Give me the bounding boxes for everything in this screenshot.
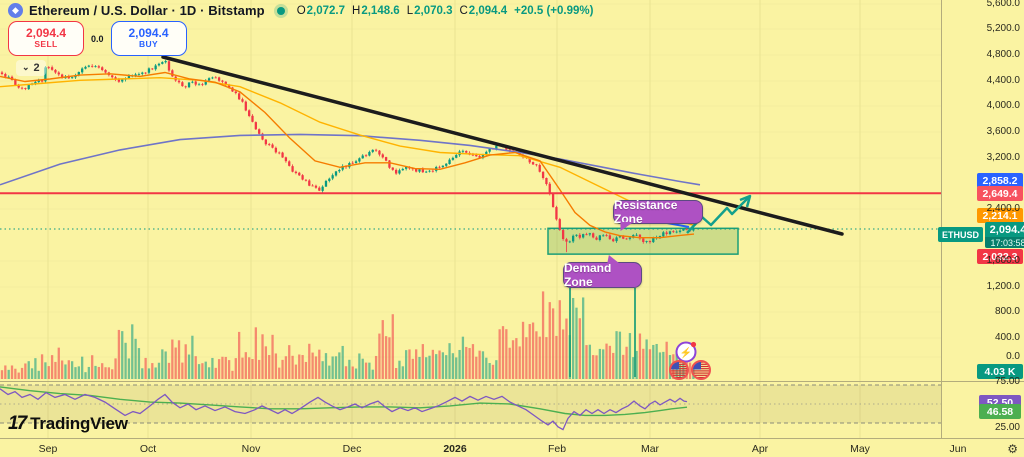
buy-button[interactable]: 2,094.4 BUY [110,21,187,56]
price-label-low: 2,032.3 [977,249,1023,264]
open-label: O [296,4,306,17]
rsi-line [0,388,688,431]
time-tick-label: May [850,443,870,455]
demand-zone-text: Demand Zone [564,261,612,289]
price-tick-label: 4,800.0 [986,49,1020,60]
time-tick-label: Feb [547,443,567,455]
symbol-title[interactable]: Ethereum / U.S. Dollar · 1D · Bitstamp [29,3,265,18]
price-tick-label: 2,400.0 [986,203,1020,214]
high-label: H [352,4,361,17]
price-scale[interactable]: 2,858.2 2,649.4 2,214.1 ETHUSD 2,094.4 1… [938,0,1024,438]
buy-label: BUY [138,39,159,50]
resistance-zone-label[interactable]: Resistance Zone [613,198,703,231]
bar-countdown: 17:03:58 [985,237,1024,248]
volume-value-label: 4.03 K [977,364,1023,379]
indicators-collapse-chip[interactable]: ⌄ 2 [16,60,46,76]
ma-long-line [0,133,701,186]
resistance-zone-text: Resistance Zone [614,198,678,226]
price-pane [0,59,739,379]
price-tick-label: 5,600.0 [986,0,1020,9]
time-tick-label: Jun [949,443,967,455]
gear-icon[interactable]: ⚙ [1007,442,1018,456]
candles [0,59,695,253]
chart-header: ◆ Ethereum / U.S. Dollar · 1D · Bitstamp… [8,3,593,18]
tradingview-mark-icon: 17 [8,413,27,434]
price-label-mid: 2,214.1 [977,208,1023,223]
close-label: C [459,4,468,17]
ma-slow-line [0,76,695,227]
price-tick-label: 5,200.0 [986,23,1020,34]
sell-button[interactable]: 2,094.4 SELL [8,21,84,56]
ma-fast-line [0,71,695,239]
price-tick-label: 1,600.0 [986,255,1020,266]
time-axis[interactable]: ⚙ Sep Oct Nov Dec 2026 Feb Mar Apr May Jun [0,438,1024,457]
sell-label: SELL [34,39,58,50]
price-tick-label: 75.00 [994,376,1020,387]
rsi-ma-value-label: 46.58 [979,404,1021,419]
ohlc-values: O2,072.7 H2,148.6 L2,070.3 C2,094.4 +20.… [297,5,594,17]
time-tick-label: 2026 [443,443,467,455]
change-value: +20.5 (+0.99%) [514,4,594,17]
open-value: 2,072.7 [306,4,346,17]
last-price-value: 2,094.4 [985,222,1024,237]
demand-zone-label[interactable]: Demand Zone [563,255,642,289]
price-label-high: 2,858.2 [977,173,1023,188]
price-tick-label: 3,600.0 [986,126,1020,137]
stickers: ⚡ [669,341,711,380]
flag-emoji-icon [669,360,689,380]
trade-panel: 2,094.4 SELL 0.0 2,094.4 BUY [8,21,187,56]
low-label: L [406,4,414,17]
time-tick-label: Apr [751,443,769,455]
price-tick-label: 0.0 [1006,351,1020,362]
ethereum-icon: ◆ [8,3,23,18]
bubble-tail [604,255,621,264]
chevron-down-icon: ⌄ [22,61,30,72]
sell-price: 2,094.4 [25,26,67,41]
arrow-head-icon [739,194,752,208]
high-value: 2,148.6 [361,4,400,17]
time-tick-label: Oct [139,443,157,455]
boost-icon: ⚡ [675,341,697,363]
time-tick-label: Dec [342,443,362,455]
market-status-icon[interactable] [276,6,285,15]
price-tick-label: 4,400.0 [986,75,1020,86]
symbol-chip: ETHUSD [938,227,984,242]
volume-bars [0,291,695,379]
price-tick-label: 3,200.0 [986,152,1020,163]
price-tick-label: 400.0 [994,332,1020,343]
price-tick-label: 1,200.0 [986,281,1020,292]
low-value: 2,070.3 [414,4,453,17]
svg-text:⚡: ⚡ [680,346,692,359]
rsi-ma-line [0,386,688,417]
time-tick-label: Mar [640,443,660,455]
indicators-count: 2 [33,62,40,74]
spread-value: 0.0 [91,33,104,44]
close-value: 2,094.4 [468,4,508,17]
price-tick-label: 25.00 [994,422,1020,433]
flag-emoji-icon [691,360,711,380]
tradingview-logo-text: TradingView [30,414,128,433]
last-price-label: ETHUSD 2,094.4 17:03:58 [938,222,1024,248]
time-tick-label: Sep [38,443,58,455]
price-tick-label: 4,000.0 [986,100,1020,111]
price-tick-label: 800.0 [994,306,1020,317]
descending-trendline [161,55,844,236]
buy-price: 2,094.4 [128,26,169,41]
time-tick-label: Nov [241,443,261,455]
tradingview-logo[interactable]: 17 TradingView [8,413,128,435]
price-label-resistance: 2,649.4 [977,186,1023,201]
rsi-pane [0,384,941,431]
